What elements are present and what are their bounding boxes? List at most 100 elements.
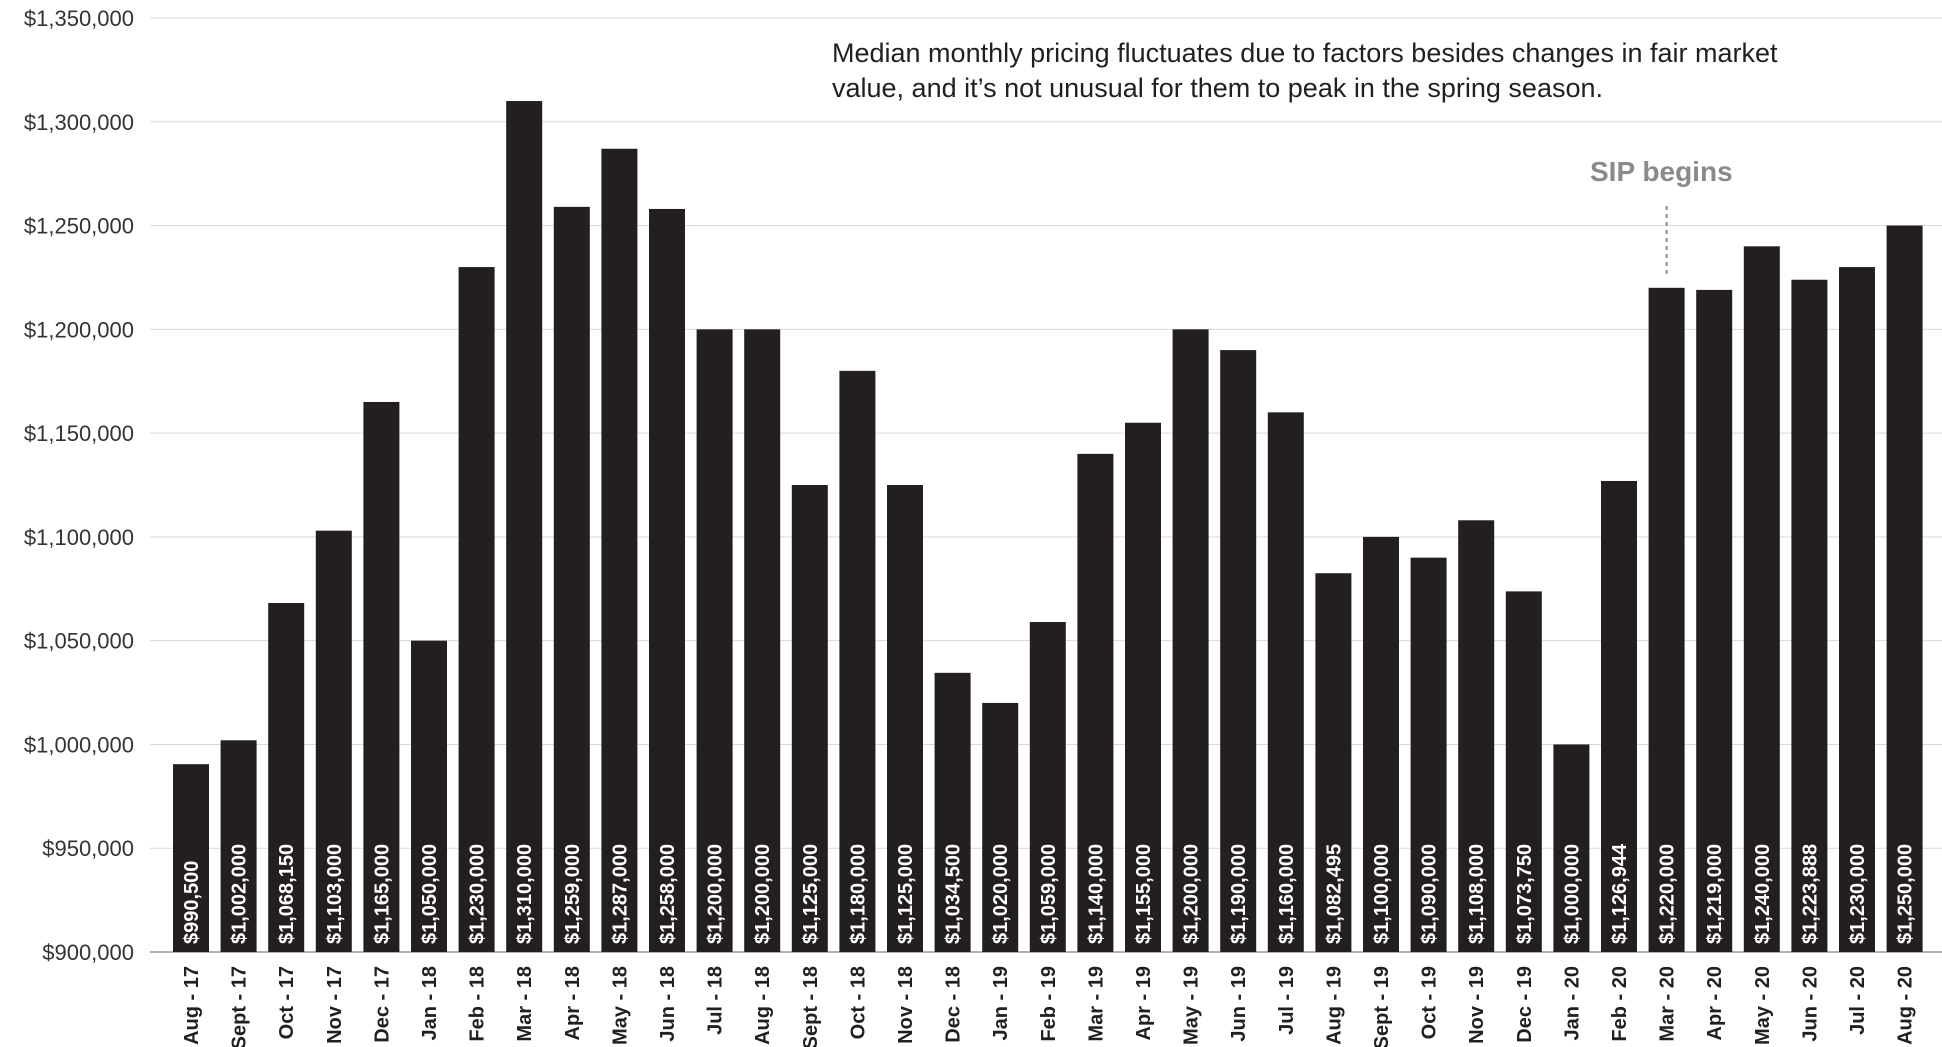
bar-value-label: $1,310,000 xyxy=(514,844,536,944)
x-tick-label: Jun - 19 xyxy=(1228,966,1250,1042)
x-tick-label: Dec - 19 xyxy=(1514,966,1536,1043)
bar-value-label: $1,180,000 xyxy=(847,844,869,944)
x-tick-label: Jul - 19 xyxy=(1276,966,1298,1035)
y-tick-label: $1,100,000 xyxy=(24,525,134,550)
x-tick-label: Jun - 18 xyxy=(657,966,679,1042)
bar-value-label: $1,002,000 xyxy=(229,844,251,944)
bar xyxy=(1839,267,1875,953)
y-axis: $900,000 $950,000 $1,000,000 $1,050,000 $1,1… xyxy=(24,6,134,965)
bar-value-label: $1,155,000 xyxy=(1133,844,1155,944)
bar-value-label: $1,165,000 xyxy=(371,844,393,944)
y-tick-label: $1,350,000 xyxy=(24,6,134,31)
bar xyxy=(1601,480,1637,952)
y-tick-label: $950,000 xyxy=(42,836,134,861)
x-tick-label: Sept - 17 xyxy=(229,966,251,1047)
bar-value-label: $1,250,000 xyxy=(1895,844,1917,944)
bar xyxy=(1886,225,1923,953)
x-tick-label: Oct - 17 xyxy=(276,966,298,1039)
bars: $990,500 $1,002,000 $1,068,150 $1,103,000 $1… xyxy=(173,101,1923,953)
x-tick-label: Nov - 19 xyxy=(1466,966,1488,1044)
bar-value-label: $1,090,000 xyxy=(1419,844,1441,944)
y-tick-label: $1,000,000 xyxy=(24,732,134,757)
x-tick-label: Feb - 20 xyxy=(1609,966,1631,1042)
x-tick-label: Jan - 19 xyxy=(990,966,1012,1040)
bar xyxy=(173,764,209,952)
bar-value-label: $1,020,000 xyxy=(990,844,1012,944)
bar-value-label: $1,034,500 xyxy=(943,844,965,944)
bar-value-label: $1,126,944 xyxy=(1609,843,1631,944)
bar-value-label: $1,259,000 xyxy=(562,844,584,944)
y-tick-label: $1,200,000 xyxy=(24,317,134,342)
x-tick-label: Apr - 20 xyxy=(1704,966,1726,1040)
bar-value-label: $1,140,000 xyxy=(1085,844,1107,944)
bar xyxy=(601,148,638,952)
bar xyxy=(791,485,828,952)
bar xyxy=(1315,573,1352,952)
bar xyxy=(744,329,781,952)
bar xyxy=(1172,329,1209,952)
bar xyxy=(1505,591,1542,952)
x-tick-label: Aug - 19 xyxy=(1323,966,1345,1045)
x-tick-label: May - 19 xyxy=(1181,966,1203,1045)
bar xyxy=(553,206,590,952)
bar xyxy=(506,101,543,953)
bar xyxy=(1363,536,1399,952)
bar-value-label: $1,223,888 xyxy=(1799,844,1821,944)
bar-value-label: $1,050,000 xyxy=(419,844,441,944)
y-tick-label: $1,150,000 xyxy=(24,421,134,446)
x-tick-label: Aug - 20 xyxy=(1895,966,1917,1045)
x-tick-label: Jan - 18 xyxy=(419,966,441,1040)
bar-value-label: $1,125,000 xyxy=(800,844,822,944)
sip-begins-label: SIP begins xyxy=(1590,156,1733,187)
bar-value-label: $1,103,000 xyxy=(324,844,346,944)
bar-value-label: $990,500 xyxy=(181,861,203,944)
bar-value-label: $1,190,000 xyxy=(1228,844,1250,944)
bar-value-label: $1,082,495 xyxy=(1323,844,1345,944)
bar-value-label: $1,230,000 xyxy=(467,844,489,944)
x-tick-label: Mar - 18 xyxy=(514,966,536,1042)
x-tick-label: Aug - 17 xyxy=(181,966,203,1045)
bar xyxy=(696,329,733,952)
x-tick-label: Feb - 19 xyxy=(1038,966,1060,1042)
bar xyxy=(1791,279,1828,953)
x-tick-label: Dec - 18 xyxy=(943,966,965,1043)
x-tick-label: Aug - 18 xyxy=(752,966,774,1045)
bar xyxy=(1029,621,1066,952)
y-tick-label: $1,050,000 xyxy=(24,629,134,654)
bar xyxy=(1696,289,1733,952)
bar-value-label: $1,125,000 xyxy=(895,844,917,944)
bar-value-label: $1,000,000 xyxy=(1561,844,1583,944)
bar xyxy=(363,401,400,952)
bar-value-label: $1,240,000 xyxy=(1752,844,1774,944)
chart-annotation-note: Median monthly pricing fluctuates due to… xyxy=(832,38,1778,103)
bar xyxy=(1220,350,1257,953)
bar xyxy=(1267,412,1304,952)
bar-value-label: $1,220,000 xyxy=(1657,844,1679,944)
bar-value-label: $1,258,000 xyxy=(657,844,679,944)
bar-value-label: $1,200,000 xyxy=(705,844,727,944)
grid-lines xyxy=(150,17,1942,953)
x-tick-label: May - 18 xyxy=(609,966,631,1045)
x-tick-label: Sept - 19 xyxy=(1371,966,1393,1047)
bar-value-label: $1,200,000 xyxy=(1181,844,1203,944)
x-tick-label: Dec - 17 xyxy=(371,966,393,1043)
bar-value-label: $1,160,000 xyxy=(1276,844,1298,944)
x-tick-label: Nov - 18 xyxy=(895,966,917,1044)
x-tick-label: Nov - 17 xyxy=(324,966,346,1044)
x-tick-label: Oct - 18 xyxy=(847,966,869,1039)
x-tick-label: Feb - 18 xyxy=(467,966,489,1042)
bar xyxy=(315,530,352,952)
bar xyxy=(982,702,1019,952)
bar xyxy=(1125,422,1161,952)
y-tick-label: $1,250,000 xyxy=(24,214,134,239)
x-tick-label: Apr - 19 xyxy=(1133,966,1155,1040)
bar xyxy=(934,672,971,952)
bar xyxy=(1410,557,1447,952)
x-tick-label: Mar - 20 xyxy=(1657,966,1679,1042)
bar xyxy=(649,208,685,952)
bar xyxy=(1458,520,1495,952)
x-tick-label: Jul - 18 xyxy=(705,966,727,1035)
bar xyxy=(1743,246,1780,953)
bar xyxy=(411,640,447,952)
